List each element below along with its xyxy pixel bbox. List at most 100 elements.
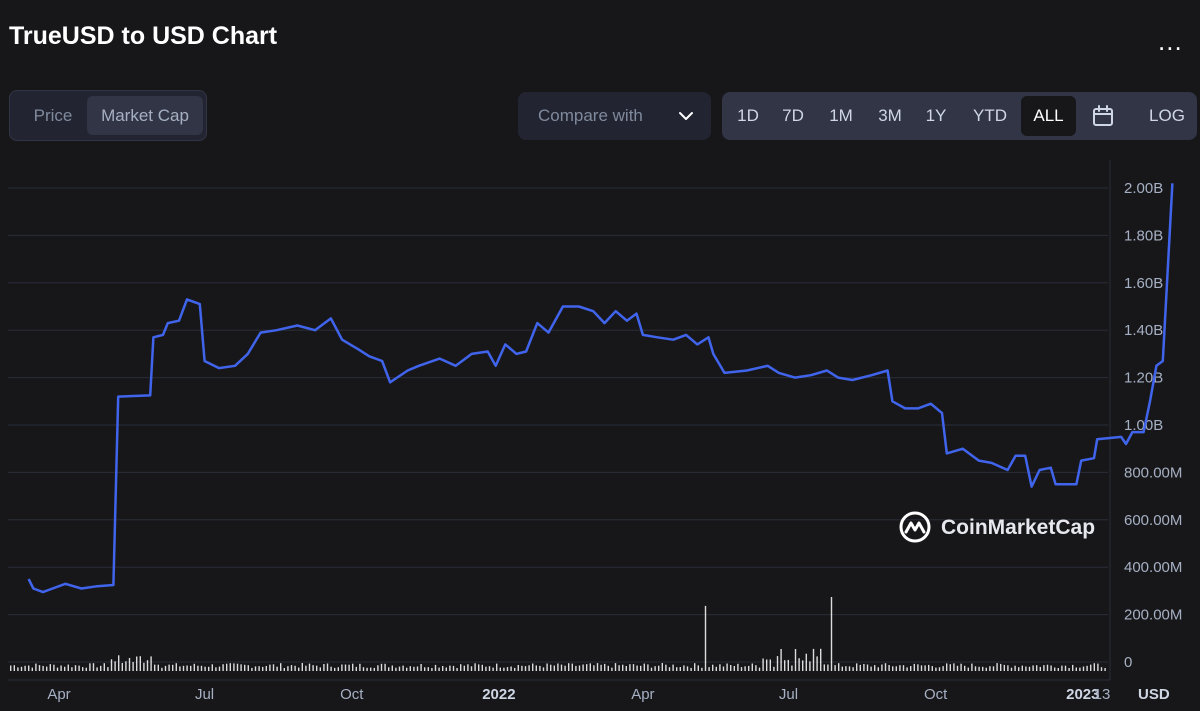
volume-bar (125, 661, 127, 671)
volume-bar (1097, 663, 1099, 671)
volume-bar (715, 666, 717, 671)
volume-bar (506, 667, 509, 671)
volume-bar (420, 664, 422, 671)
volume-bar (874, 665, 876, 671)
volume-bar (564, 665, 566, 671)
volume-bar (1018, 667, 1020, 671)
volume-bar (784, 660, 786, 671)
volume-bar (287, 666, 289, 671)
log-scale-button[interactable]: LOG (1149, 106, 1185, 125)
volume-bar (852, 667, 854, 671)
volume-bar (247, 665, 249, 671)
volume-bar (1064, 665, 1067, 671)
x-tick-label: Jul (195, 686, 214, 703)
volume-bar (755, 665, 757, 671)
volume-bar (827, 664, 829, 671)
volume-bar (474, 663, 476, 671)
volume-bar (1046, 664, 1049, 671)
volume-bar (168, 664, 170, 671)
volume-bar (24, 665, 26, 671)
volume-bar (100, 665, 102, 671)
x-tick-label: Apr (631, 686, 654, 703)
range-3m-button[interactable]: 3M (878, 106, 902, 125)
volume-bar (658, 665, 660, 671)
x-tick-label: 2022 (482, 686, 515, 703)
volume-bar (132, 662, 134, 671)
volume-bar (56, 667, 59, 671)
volume-bar (978, 666, 980, 671)
volume-bar (650, 667, 653, 671)
volume-bar (802, 660, 804, 671)
volume-bar (467, 664, 469, 671)
volume-bar (614, 663, 617, 671)
volume-bar (780, 649, 782, 671)
market-cap-tab[interactable]: Market Cap (87, 96, 203, 135)
volume-bar (618, 665, 620, 671)
volume-bar (974, 666, 977, 671)
page-title: TrueUSD to USD Chart (9, 22, 278, 50)
volume-bar (938, 667, 941, 671)
volume-bar (791, 665, 793, 671)
volume-bar (607, 665, 609, 671)
price-tab[interactable]: Price (33, 106, 73, 125)
range-all-button[interactable]: ALL (1021, 96, 1076, 136)
volume-bar (352, 663, 354, 671)
volume-bar (31, 667, 33, 671)
volume-bar (863, 664, 865, 671)
volume-bar (834, 665, 836, 671)
volume-bar (917, 664, 919, 671)
calendar-icon[interactable] (1091, 104, 1115, 128)
volume-bar (294, 665, 296, 671)
volume-bar (373, 667, 375, 671)
volume-bar (406, 667, 408, 671)
volume-bar (326, 663, 329, 671)
volume-bar (64, 666, 66, 671)
volume-bar (1079, 667, 1081, 671)
volume-bar (985, 667, 987, 671)
compare-with-dropdown[interactable]: Compare with (518, 92, 711, 140)
volume-bar (845, 666, 847, 671)
volume-bar (409, 666, 411, 671)
volume-bar (539, 665, 541, 671)
volume-bar (344, 664, 347, 671)
y-tick-label: 800.00M (1124, 464, 1182, 481)
compare-with-label: Compare with (538, 106, 643, 125)
volume-bar (582, 664, 584, 671)
volume-bar (794, 649, 797, 671)
volume-bar (787, 659, 789, 671)
volume-bar (611, 667, 613, 671)
volume-bar (272, 664, 275, 671)
volume-bar (434, 664, 437, 671)
range-1d-button[interactable]: 1D (737, 106, 759, 125)
range-7d-button[interactable]: 7D (782, 106, 804, 125)
volume-bar (445, 667, 447, 671)
volume-bar (1032, 665, 1034, 671)
range-1m-button[interactable]: 1M (829, 106, 853, 125)
volume-bar (859, 664, 861, 671)
volume-bar (413, 666, 415, 671)
volume-bar (762, 658, 764, 671)
volume-bar (1075, 667, 1077, 671)
volume-bar (748, 665, 750, 671)
volume-bar (902, 665, 905, 671)
volume-bar (805, 653, 807, 671)
volume-bar (175, 663, 177, 671)
volume-bar (258, 666, 260, 671)
volume-bar (121, 663, 123, 671)
volume-bar (604, 663, 606, 671)
volume-bar (391, 665, 393, 671)
volume-bar (481, 664, 483, 671)
y-tick-label: 1.40B (1124, 322, 1163, 339)
volume-bar (226, 663, 228, 671)
volume-bar (704, 605, 707, 671)
volume-bar (679, 667, 681, 671)
volume-bar (960, 663, 962, 671)
range-ytd-button[interactable]: YTD (973, 106, 1007, 125)
volume-bar (92, 663, 95, 671)
volume-bar (254, 666, 257, 671)
volume-bar (964, 665, 966, 671)
volume-bar (888, 665, 890, 671)
x-tick-label: 13 (1094, 686, 1111, 703)
range-1y-button[interactable]: 1Y (925, 106, 947, 125)
